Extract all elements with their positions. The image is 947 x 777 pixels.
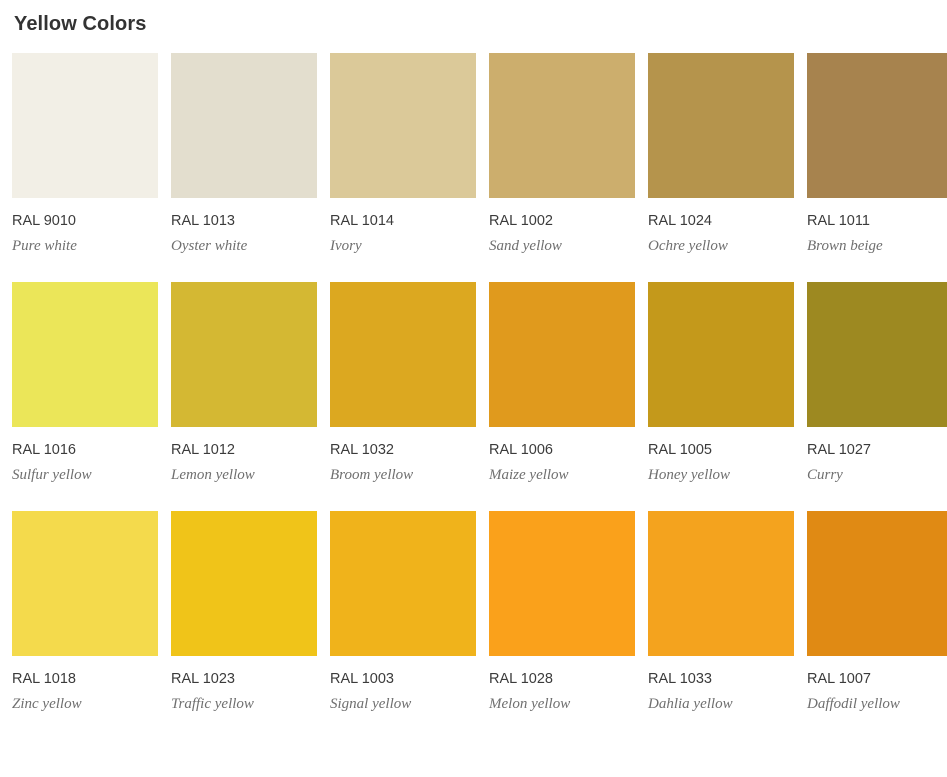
swatch-name: Dahlia yellow <box>648 696 733 712</box>
swatch-name: Lemon yellow <box>171 467 255 483</box>
color-chip[interactable] <box>171 511 317 656</box>
color-chip[interactable] <box>330 282 476 427</box>
swatch-code: RAL 9010 <box>12 213 76 229</box>
swatch-name: Curry <box>807 467 843 483</box>
swatch-cell[interactable]: RAL 1033 Dahlia yellow <box>648 511 794 713</box>
swatch-cell[interactable]: RAL 1012 Lemon yellow <box>171 282 317 484</box>
swatch-name: Sulfur yellow <box>12 467 92 483</box>
swatch-name: Traffic yellow <box>171 696 254 712</box>
swatch-cell[interactable]: RAL 1018 Zinc yellow <box>12 511 158 713</box>
swatch-code: RAL 1027 <box>807 442 871 458</box>
swatch-name: Maize yellow <box>489 467 569 483</box>
swatch-cell[interactable]: RAL 1024 Ochre yellow <box>648 53 794 255</box>
color-chip[interactable] <box>648 282 794 427</box>
swatch-name: Zinc yellow <box>12 696 82 712</box>
color-chip[interactable] <box>12 53 158 198</box>
swatch-cell[interactable]: RAL 1028 Melon yellow <box>489 511 635 713</box>
swatch-cell[interactable]: RAL 1005 Honey yellow <box>648 282 794 484</box>
swatch-cell[interactable]: RAL 1032 Broom yellow <box>330 282 476 484</box>
swatch-code: RAL 1006 <box>489 442 553 458</box>
color-chip[interactable] <box>171 53 317 198</box>
color-chip[interactable] <box>489 53 635 198</box>
swatch-name: Honey yellow <box>648 467 731 483</box>
swatch-code: RAL 1033 <box>648 671 712 687</box>
swatch-cell[interactable]: RAL 1027 Curry <box>807 282 947 484</box>
swatch-code: RAL 1024 <box>648 213 712 229</box>
swatch-cell[interactable]: RAL 1002 Sand yellow <box>489 53 635 255</box>
swatch-cell[interactable]: RAL 9010 Pure white <box>12 53 158 255</box>
swatch-cell[interactable]: RAL 1006 Maize yellow <box>489 282 635 484</box>
color-chip[interactable] <box>171 282 317 427</box>
swatch-cell[interactable]: RAL 1011 Brown beige <box>807 53 947 255</box>
color-chip[interactable] <box>12 282 158 427</box>
swatch-code: RAL 1002 <box>489 213 553 229</box>
color-chip[interactable] <box>648 53 794 198</box>
swatch-code: RAL 1032 <box>330 442 394 458</box>
swatch-name: Signal yellow <box>330 696 412 712</box>
swatch-name: Ivory <box>330 238 362 254</box>
swatch-cell[interactable]: RAL 1013 Oyster white <box>171 53 317 255</box>
swatch-name: Daffodil yellow <box>807 696 900 712</box>
swatch-code: RAL 1012 <box>171 442 235 458</box>
color-chip[interactable] <box>330 511 476 656</box>
color-swatch-grid: RAL 9010 Pure white RAL 1013 Oyster whit… <box>12 53 947 740</box>
swatch-code: RAL 1003 <box>330 671 394 687</box>
color-chip[interactable] <box>489 511 635 656</box>
swatch-code: RAL 1011 <box>807 213 870 229</box>
swatch-code: RAL 1014 <box>330 213 394 229</box>
page-title: Yellow Colors <box>14 13 147 35</box>
color-chip[interactable] <box>807 53 947 198</box>
color-chip[interactable] <box>807 282 947 427</box>
swatch-code: RAL 1023 <box>171 671 235 687</box>
swatch-name: Melon yellow <box>489 696 571 712</box>
color-chip[interactable] <box>807 511 947 656</box>
swatch-code: RAL 1013 <box>171 213 235 229</box>
swatch-code: RAL 1018 <box>12 671 76 687</box>
swatch-code: RAL 1005 <box>648 442 712 458</box>
swatch-cell[interactable]: RAL 1007 Daffodil yellow <box>807 511 947 713</box>
color-chip[interactable] <box>330 53 476 198</box>
swatch-name: Ochre yellow <box>648 238 728 254</box>
swatch-name: Brown beige <box>807 238 883 254</box>
color-chip[interactable] <box>12 511 158 656</box>
color-chip[interactable] <box>648 511 794 656</box>
swatch-code: RAL 1007 <box>807 671 871 687</box>
swatch-name: Oyster white <box>171 238 248 254</box>
swatch-cell[interactable]: RAL 1016 Sulfur yellow <box>12 282 158 484</box>
color-chip[interactable] <box>489 282 635 427</box>
swatch-cell[interactable]: RAL 1023 Traffic yellow <box>171 511 317 713</box>
swatch-name: Sand yellow <box>489 238 562 254</box>
swatch-cell[interactable]: RAL 1014 Ivory <box>330 53 476 255</box>
swatch-name: Broom yellow <box>330 467 414 483</box>
swatch-cell[interactable]: RAL 1003 Signal yellow <box>330 511 476 713</box>
swatch-code: RAL 1028 <box>489 671 553 687</box>
swatch-name: Pure white <box>12 238 77 254</box>
swatch-code: RAL 1016 <box>12 442 76 458</box>
